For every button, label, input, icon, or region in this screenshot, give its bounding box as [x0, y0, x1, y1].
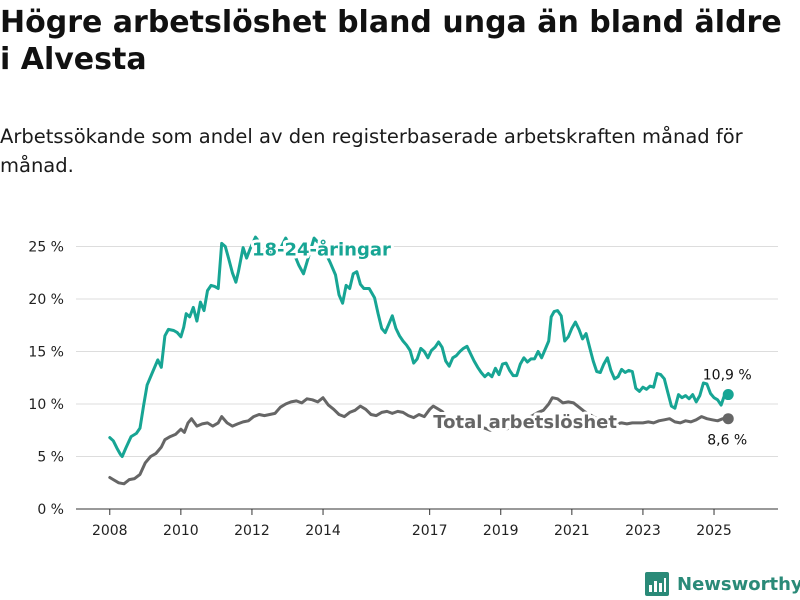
series-labels: Total arbetslöshet 18-24-åringar 10,9 % 8,6…	[249, 236, 752, 449]
y-tick-label: 0 %	[37, 502, 64, 518]
x-tick-label: 2012	[234, 523, 270, 539]
brand-logo: Newsworthy	[645, 569, 800, 599]
x-axis: 2008 2010 2012 2014 2017 2019 2021 2023 2025	[92, 509, 732, 539]
total-end-value: 8,6 %	[707, 433, 747, 449]
x-tick-label: 2017	[412, 523, 448, 539]
y-tick-label: 10 %	[28, 397, 64, 413]
total-series-label: Total arbetslöshet	[433, 412, 617, 433]
brand-name: Newsworthy	[677, 573, 800, 595]
youth-end-marker	[722, 389, 734, 401]
y-tick-label: 20 %	[28, 292, 64, 308]
x-tick-label: 2008	[92, 523, 128, 539]
bar-chart-icon	[645, 572, 669, 596]
chart-title: Högre arbetslöshet bland unga än bland ä…	[0, 5, 782, 77]
youth-line	[108, 235, 730, 458]
x-tick-label: 2010	[163, 523, 199, 539]
y-tick-label: 15 %	[28, 345, 64, 361]
total-end-marker	[722, 413, 734, 425]
chart-subtitle: Arbetssökande som andel av den registerb…	[0, 125, 743, 177]
youth-series-label: 18-24-åringar	[252, 239, 391, 261]
grid-lines	[76, 246, 778, 510]
youth-end-value: 10,9 %	[703, 368, 752, 384]
total-line	[108, 396, 730, 486]
x-tick-label: 2021	[554, 523, 590, 539]
y-tick-label: 25 %	[28, 240, 64, 256]
x-tick-label: 2025	[696, 523, 732, 539]
y-axis: 0 % 5 % 10 % 15 % 20 % 25 %	[28, 240, 64, 519]
x-tick-label: 2019	[483, 523, 519, 539]
y-tick-label: 5 %	[37, 450, 64, 466]
series-lines	[108, 235, 734, 486]
x-tick-label: 2014	[305, 523, 341, 539]
x-tick-label: 2023	[625, 523, 661, 539]
